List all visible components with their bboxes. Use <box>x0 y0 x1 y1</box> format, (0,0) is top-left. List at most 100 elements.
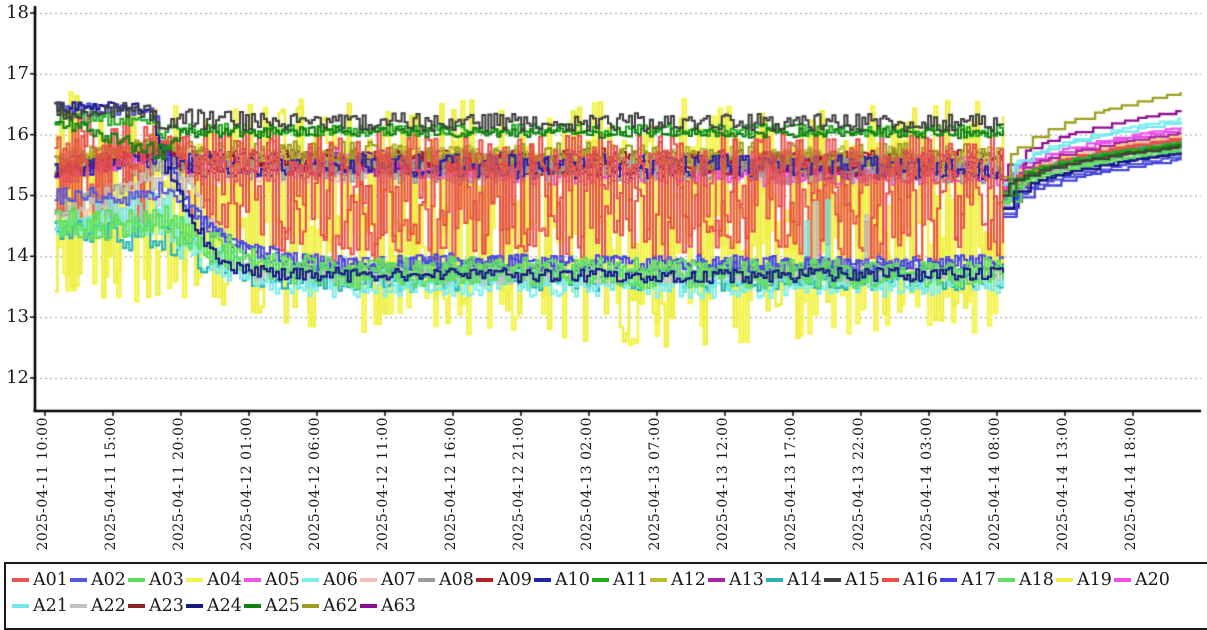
legend-swatch <box>128 604 145 608</box>
legend-label: A22 <box>91 596 126 616</box>
x-tick-label: 2025-04-11 20:00 <box>171 417 187 551</box>
legend-swatch <box>70 604 87 608</box>
x-tick-label: 2025-04-12 21:00 <box>511 417 527 551</box>
x-tick-label: 2025-04-12 01:00 <box>239 417 255 551</box>
legend-label: A24 <box>207 596 242 616</box>
legend-label: A02 <box>91 570 126 590</box>
x-tick-label: 2025-04-13 07:00 <box>647 417 663 551</box>
legend-label: A01 <box>33 570 68 590</box>
legend-item-A20: A20 <box>1114 567 1172 593</box>
y-tick-label: 13 <box>6 306 29 328</box>
legend-swatch <box>998 578 1015 582</box>
legend-item-A17: A17 <box>940 567 998 593</box>
legend-swatch <box>1056 578 1073 582</box>
legend-swatch <box>128 578 145 582</box>
legend-label: A15 <box>845 570 880 590</box>
legend-item-A11: A11 <box>592 567 650 593</box>
legend-item-A18: A18 <box>998 567 1056 593</box>
x-tick-label: 2025-04-13 17:00 <box>783 417 799 551</box>
legend-swatch <box>592 578 609 582</box>
legend-item-A04: A04 <box>186 567 244 593</box>
legend-label: A09 <box>497 570 532 590</box>
legend-label: A13 <box>729 570 764 590</box>
legend-label: A12 <box>671 570 706 590</box>
legend-item-A12: A12 <box>650 567 708 593</box>
legend-item-A24: A24 <box>186 593 244 619</box>
legend-item-A62: A62 <box>302 593 360 619</box>
legend-label: A14 <box>787 570 822 590</box>
legend-label: A18 <box>1019 570 1054 590</box>
legend-swatch <box>476 578 493 582</box>
x-tick-label: 2025-04-14 13:00 <box>1055 417 1071 551</box>
x-tick-label: 2025-04-14 03:00 <box>919 417 935 551</box>
legend-swatch <box>186 604 203 608</box>
legend-item-A14: A14 <box>766 567 824 593</box>
legend-label: A11 <box>613 570 648 590</box>
legend-swatch <box>418 578 435 582</box>
x-tick-label: 2025-04-11 15:00 <box>103 417 119 551</box>
y-tick-label: 15 <box>6 184 29 206</box>
legend-label: A04 <box>207 570 242 590</box>
legend-item-A08: A08 <box>418 567 476 593</box>
legend-item-A63: A63 <box>360 593 418 619</box>
legend-label: A05 <box>265 570 300 590</box>
legend-item-A03: A03 <box>128 567 186 593</box>
legend-item-A25: A25 <box>244 593 302 619</box>
legend-swatch <box>882 578 899 582</box>
x-tick-label: 2025-04-11 10:00 <box>35 417 51 551</box>
legend-item-A21: A21 <box>12 593 70 619</box>
legend-swatch <box>12 578 29 582</box>
legend-swatch <box>70 578 87 582</box>
legend-label: A17 <box>961 570 996 590</box>
legend-label: A16 <box>903 570 938 590</box>
legend-label: A03 <box>149 570 184 590</box>
x-tick-label: 2025-04-12 11:00 <box>375 417 391 551</box>
x-tick-label: 2025-04-14 08:00 <box>987 417 1003 551</box>
legend-swatch <box>244 578 261 582</box>
legend-item-A13: A13 <box>708 567 766 593</box>
legend-item-A22: A22 <box>70 593 128 619</box>
legend-label: A19 <box>1077 570 1112 590</box>
legend-swatch <box>708 578 725 582</box>
legend-item-A01: A01 <box>12 567 70 593</box>
legend-item-A05: A05 <box>244 567 302 593</box>
plot-area-canvas <box>0 0 1207 562</box>
legend-item-A07: A07 <box>360 567 418 593</box>
legend-swatch <box>766 578 783 582</box>
legend-item-A09: A09 <box>476 567 534 593</box>
legend-label: A10 <box>555 570 590 590</box>
legend-swatch <box>302 604 319 608</box>
legend-label: A63 <box>381 596 416 616</box>
x-tick-label: 2025-04-13 22:00 <box>851 417 867 551</box>
legend-item-A02: A02 <box>70 567 128 593</box>
legend-label: A23 <box>149 596 184 616</box>
legend-label: A07 <box>381 570 416 590</box>
legend-swatch <box>650 578 667 582</box>
y-tick-label: 17 <box>6 62 29 84</box>
legend-item-A23: A23 <box>128 593 186 619</box>
legend-swatch <box>186 578 203 582</box>
legend-label: A21 <box>33 596 68 616</box>
legend-swatch <box>534 578 551 582</box>
legend-swatch <box>302 578 319 582</box>
x-tick-label: 2025-04-13 02:00 <box>579 417 595 551</box>
legend-swatch <box>244 604 261 608</box>
y-tick-label: 12 <box>6 366 29 388</box>
y-tick-label: 16 <box>6 123 29 145</box>
legend-swatch <box>824 578 841 582</box>
legend-swatch <box>360 578 377 582</box>
x-tick-label: 2025-04-13 12:00 <box>715 417 731 551</box>
legend-swatch <box>1114 578 1131 582</box>
legend-item-A06: A06 <box>302 567 360 593</box>
legend-label: A08 <box>439 570 474 590</box>
x-tick-label: 2025-04-14 18:00 <box>1123 417 1139 551</box>
legend-item-A19: A19 <box>1056 567 1114 593</box>
x-tick-label: 2025-04-12 16:00 <box>443 417 459 551</box>
legend-swatch <box>940 578 957 582</box>
x-tick-label: 2025-04-12 06:00 <box>307 417 323 551</box>
chart-legend: A01 A02 A03 A04 A05 A06 A07 A08 A09 A10 A11 A12 A13 A… <box>4 562 1207 630</box>
y-tick-label: 18 <box>6 2 29 23</box>
legend-label: A25 <box>265 596 300 616</box>
legend-item-A10: A10 <box>534 567 592 593</box>
legend-label: A06 <box>323 570 358 590</box>
